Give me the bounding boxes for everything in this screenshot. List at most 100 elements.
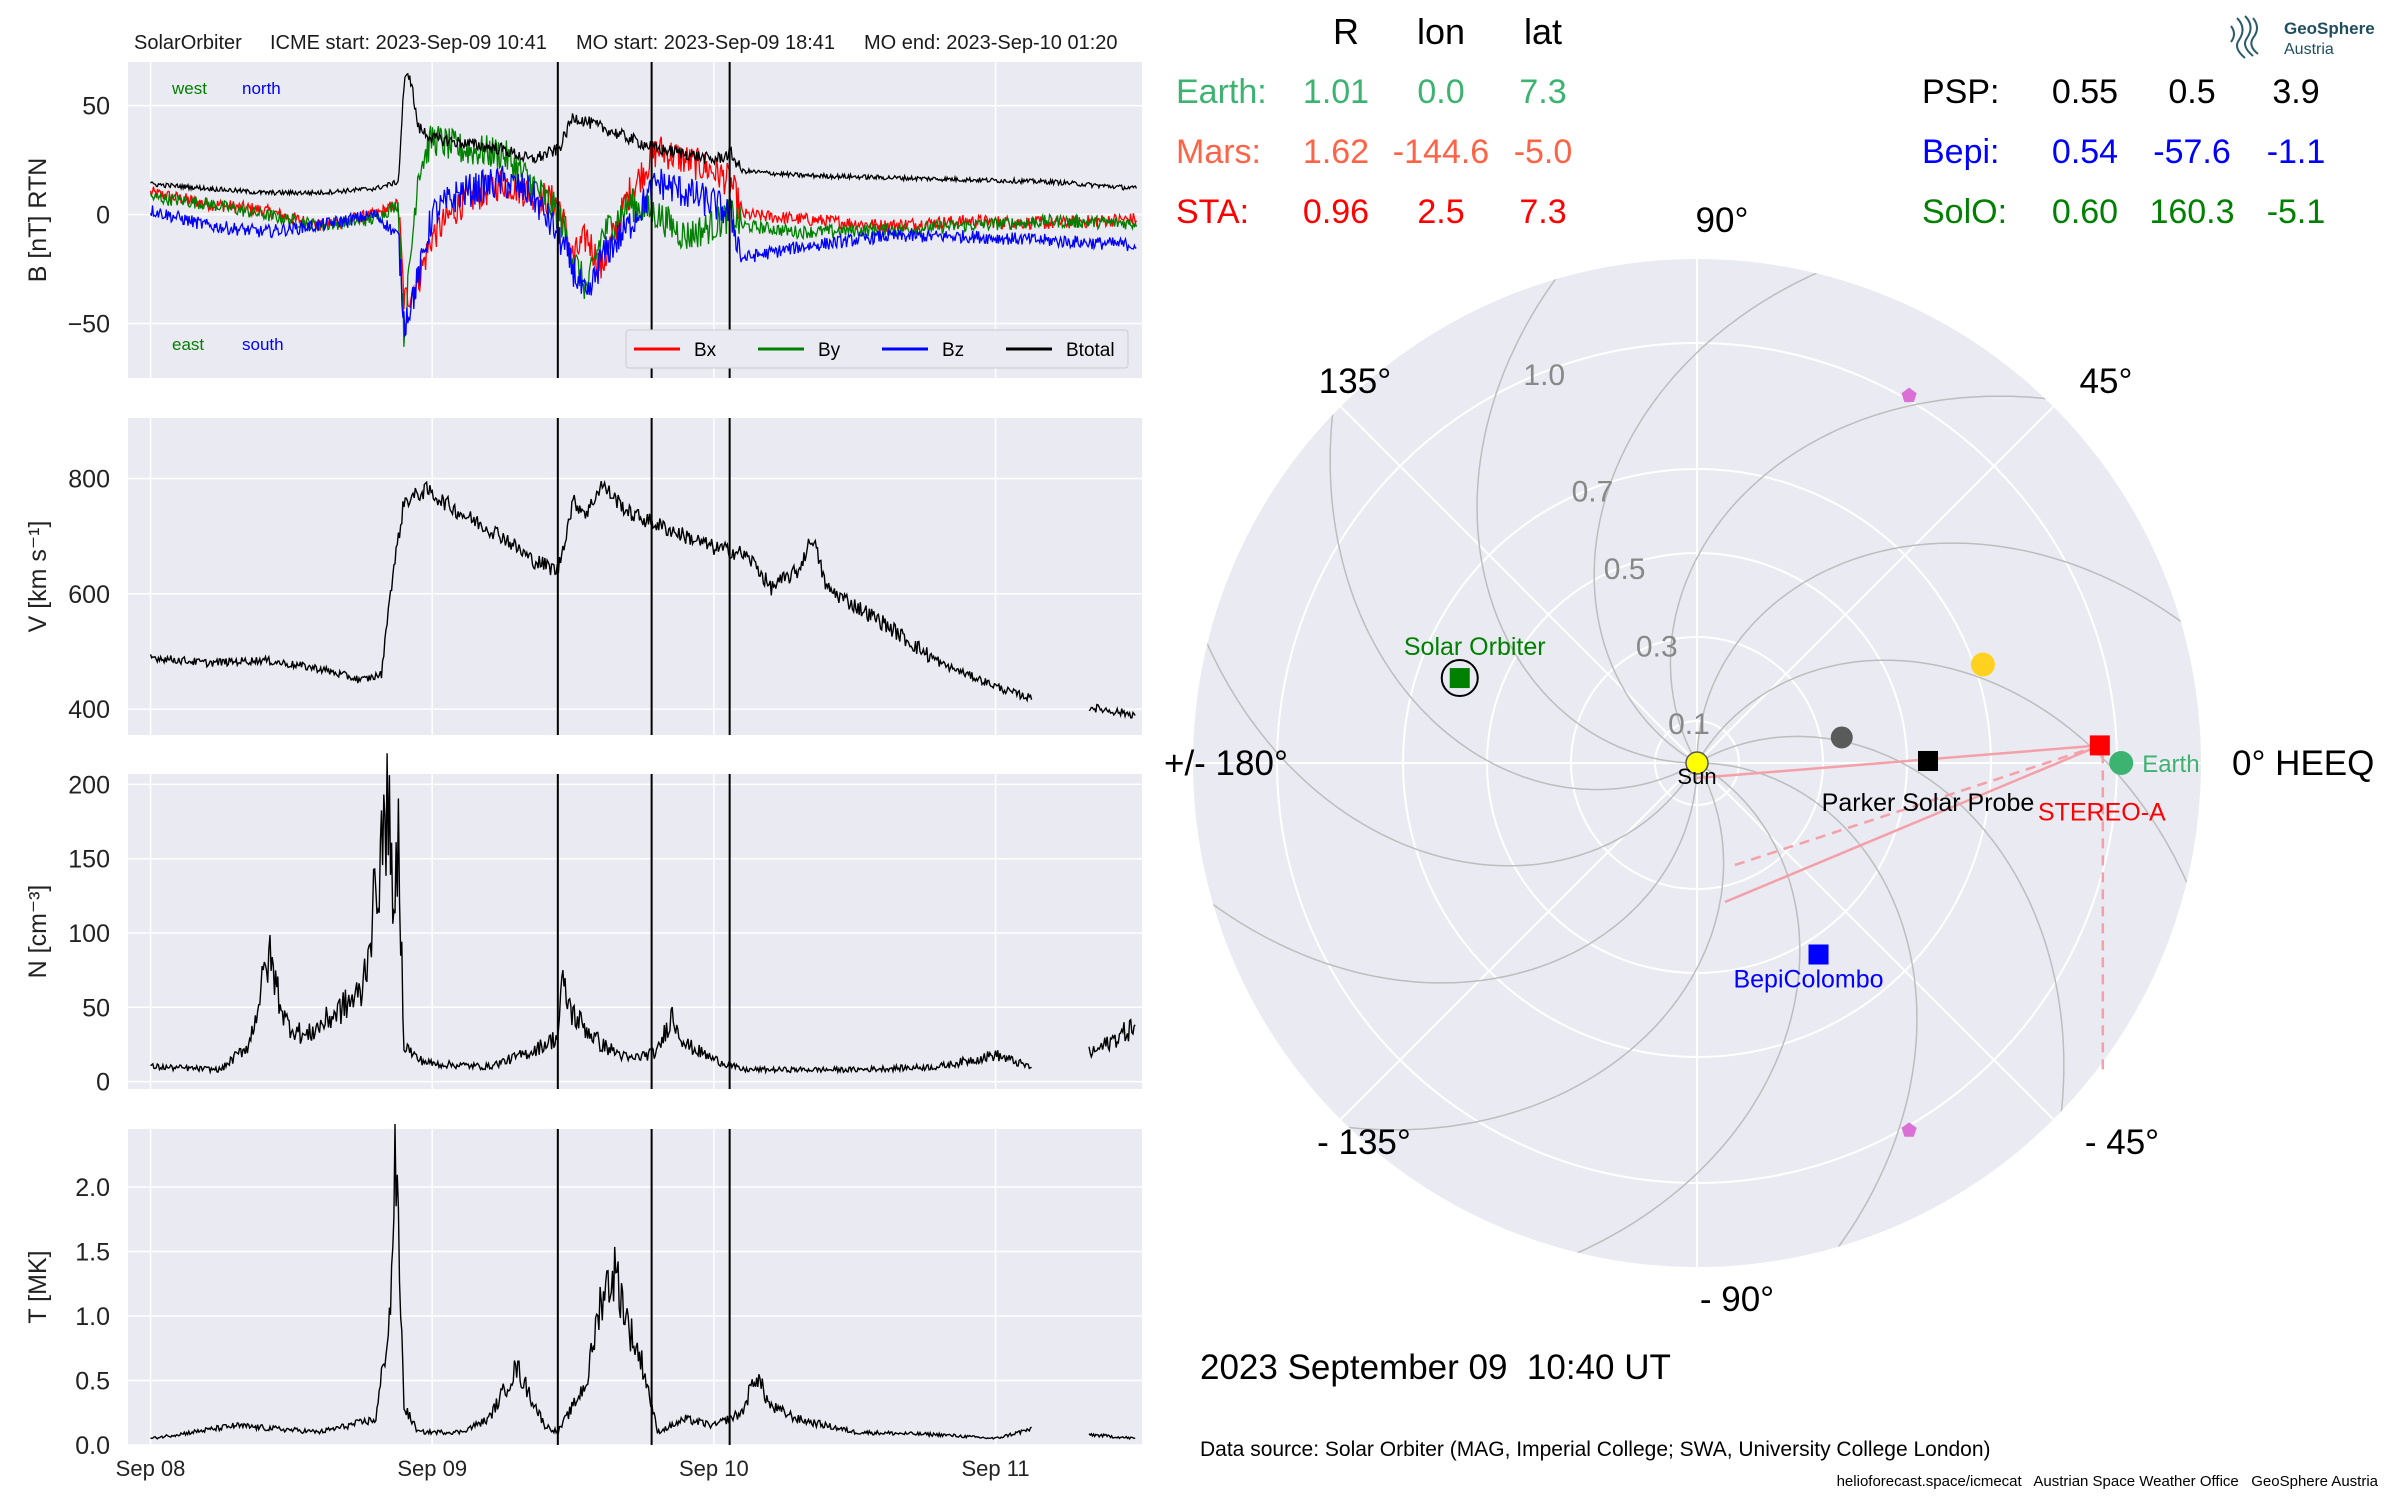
logo-line2: Austria: [2284, 41, 2334, 58]
polar-angle-label: - 90°: [1700, 1280, 1774, 1319]
positions-table: R lon lat Earth: 1.01 0.0 7.3 Mars: 1.62 -144.…: [1176, 11, 2325, 231]
logo-line1: GeoSphere: [2284, 19, 2375, 38]
table-cell-r: 0.60: [2052, 193, 2118, 231]
table-header-lon: lon: [1417, 11, 1465, 52]
parker-spiral: [1286, 766, 1725, 1131]
polar-spoke: [1696, 405, 2055, 764]
solo-label: Solar Orbiter: [1404, 633, 1546, 661]
polar-plot: 0.1 0.3 0.5 0.7 1.0 0° HEEQ 45° 90° 135° +/- 180°…: [1164, 201, 2374, 1319]
density-y-tick-label: 150: [68, 846, 110, 874]
temperature-y-tick-label: 1.0: [75, 1303, 110, 1331]
table-row-name: Bepi:: [1922, 133, 2000, 171]
panel-density: 0 50 100 150 200 N [cm⁻³]: [24, 753, 1142, 1097]
fan-line-dashed: [1734, 744, 2101, 867]
parker-spiral: [1696, 542, 2201, 759]
speed-y-tick-label: 600: [68, 581, 110, 609]
table-row-name: SolO:: [1922, 193, 2007, 231]
table-cell-lat: 7.3: [1519, 73, 1566, 111]
stereo-a-marker: [2089, 735, 2110, 756]
polar-angle-label: - 135°: [1317, 1123, 1411, 1162]
table-cell-lon: 2.5: [1417, 193, 1464, 231]
annot-north: north: [242, 79, 281, 98]
temperature-y-tick-label: 0.0: [75, 1432, 110, 1460]
panel-temperature: 0.0 0.5 1.0 1.5 2.0 T [MK] Sep 08 Sep 09 Sep 10 S…: [24, 1123, 1142, 1481]
legend-by: By: [818, 340, 841, 361]
header-icme-start: ICME start: 2023-Sep-09 10:41: [270, 32, 547, 54]
polar-angle-label: 90°: [1696, 201, 1749, 240]
parker-spiral: [1476, 259, 1693, 764]
table-cell-lat: 7.3: [1519, 193, 1566, 231]
density-y-tick-label: 100: [68, 920, 110, 948]
parker-spiral: [1329, 352, 1694, 791]
x-tick-label: Sep 09: [397, 1456, 467, 1481]
earth-label: Earth: [2142, 751, 2199, 778]
legend-bx: Bx: [694, 340, 717, 361]
table-cell-r: 0.96: [1303, 193, 1369, 231]
speed-axes-bg: [128, 418, 1142, 735]
sun-label: Sun: [1677, 764, 1716, 789]
polar-angle-label: - 45°: [2085, 1123, 2159, 1162]
x-tick-label: Sep 08: [116, 1456, 186, 1481]
table-cell-lat: 3.9: [2272, 73, 2319, 111]
polar-r-tick-label: 0.5: [1604, 553, 1646, 586]
parker-spiral: [1193, 584, 1696, 867]
parker-spiral: [1698, 659, 2201, 942]
table-row-name: PSP:: [1922, 73, 1999, 111]
polar-r-tick-label: 1.0: [1523, 359, 1565, 392]
magnetic-field-y-tick-label: 0: [96, 202, 110, 230]
header-mo-start: MO start: 2023-Sep-09 18:41: [576, 32, 835, 54]
solo-ring: [1440, 659, 1479, 698]
mercury-marker: [1830, 726, 1853, 749]
magnetic-field-y-tick-label: 50: [82, 93, 110, 121]
bepi-marker: [1808, 944, 1829, 965]
legend-bz: Bz: [942, 340, 964, 361]
v-series-line: [149, 479, 1136, 720]
polar-angle-label: +/- 180°: [1164, 744, 1288, 783]
fan-line-solid: [1696, 744, 2100, 780]
polar-spoke: [1339, 762, 1698, 1121]
temperature-y-tick-label: 1.5: [75, 1239, 110, 1267]
b-legend: Bx By Bz Btotal: [625, 329, 1129, 369]
polar-angle-label: 45°: [2080, 362, 2133, 401]
annot-west: west: [171, 79, 207, 98]
parker-spiral: [1700, 735, 2065, 1174]
density-y-tick-label: 50: [82, 994, 110, 1022]
legend-btotal: Btotal: [1066, 340, 1115, 361]
table-cell-r: 1.01: [1303, 73, 1369, 111]
table-row-name: Mars:: [1176, 133, 1261, 171]
table-cell-lon: -144.6: [1393, 133, 1489, 171]
lagrange-marker: [1901, 1122, 1917, 1137]
data-source: Data source: Solar Orbiter (MAG, Imperia…: [1200, 1438, 1991, 1461]
polar-spoke: [1696, 762, 2055, 1121]
parker-spiral: [1593, 259, 1876, 762]
series-line-bx: [149, 136, 1137, 310]
x-tick-label: Sep 10: [679, 1456, 749, 1481]
table-header-lat: lat: [1524, 11, 1562, 52]
header-mo-end: MO end: 2023-Sep-10 01:20: [864, 32, 1118, 54]
t-series-line: [150, 1123, 1136, 1441]
n-series-line: [150, 753, 1136, 1075]
density-y-tick-label: 200: [68, 771, 110, 799]
speed-y-tick-label: 400: [68, 696, 110, 724]
polar-angle-label: 0° HEEQ: [2232, 744, 2374, 783]
parker-spiral: [1193, 767, 1698, 984]
fan-line-solid: [1724, 744, 2101, 904]
table-cell-lon: 0.0: [1417, 73, 1464, 111]
parker-spiral: [1669, 395, 2108, 760]
bepi-label: BepiColombo: [1733, 965, 1883, 993]
table-cell-lon: -57.6: [2153, 133, 2231, 171]
annot-south: south: [242, 335, 284, 354]
table-cell-lat: -5.0: [1514, 133, 1573, 171]
polar-angle-label: 135°: [1319, 362, 1391, 401]
psp-label: Parker Solar Probe: [1822, 789, 2035, 817]
stereo-a-label: STEREO-A: [2038, 798, 2166, 826]
density-y-tick-label: 0: [96, 1069, 110, 1097]
table-cell-lat: -5.1: [2267, 193, 2326, 231]
panel-speed: 400 600 800 V [km s⁻¹]: [24, 418, 1142, 735]
geosphere-logo: GeoSphere Austria: [2230, 15, 2375, 59]
density-y-axis-label: N [cm⁻³]: [24, 885, 52, 979]
table-row-name: STA:: [1176, 193, 1249, 231]
table-cell-lon: 160.3: [2149, 193, 2234, 231]
series-line-btotal: [150, 72, 1137, 197]
